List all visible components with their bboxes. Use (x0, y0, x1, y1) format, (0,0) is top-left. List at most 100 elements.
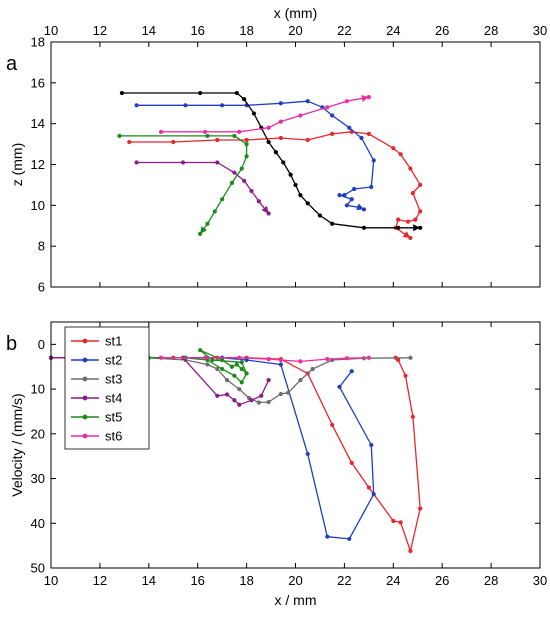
x-tick-label: 10 (44, 23, 58, 38)
data-point (210, 357, 215, 363)
data-point (366, 485, 371, 490)
data-point (305, 451, 310, 457)
data-point (366, 131, 371, 136)
data-point (229, 364, 235, 369)
legend-swatch-marker (82, 395, 88, 401)
data-point (224, 392, 230, 397)
series-st2 (134, 99, 376, 212)
data-point (325, 534, 330, 539)
x-tick-label: 28 (484, 573, 498, 588)
x-tick-label: 20 (288, 23, 302, 38)
data-point (220, 357, 225, 363)
data-point (215, 160, 220, 165)
data-point (220, 103, 225, 108)
series-st4 (134, 160, 271, 216)
data-point (239, 360, 244, 365)
legend-label: st6 (105, 429, 122, 444)
data-point (232, 398, 237, 403)
data-point (325, 105, 330, 110)
data-point (337, 384, 342, 389)
data-point (237, 402, 242, 407)
data-point (371, 492, 376, 497)
y-tick-label: 8 (38, 239, 45, 254)
data-point (410, 190, 415, 196)
x-tick-label: 12 (93, 573, 107, 588)
y-tick-label: 16 (31, 75, 45, 90)
y-axis-title: Velocity / (mm/s) (9, 393, 25, 496)
data-point (391, 518, 396, 524)
data-point (256, 400, 261, 405)
data-point (408, 166, 413, 171)
data-point (403, 373, 408, 378)
data-point (205, 133, 210, 139)
data-point (180, 160, 186, 165)
data-point (266, 125, 271, 130)
data-point (171, 139, 176, 145)
data-point (413, 217, 418, 222)
panel-a-trajectory-plot: 10 12 14 16 18 20 22 24 26 28 30 6 8 10 12 14 16 18 x (mm)… (9, 5, 547, 295)
arrowhead (361, 94, 369, 102)
data-point (398, 152, 403, 157)
data-point (232, 170, 237, 175)
series-line (136, 100, 375, 211)
x-axis-title: x / mm (275, 592, 317, 608)
data-point (244, 357, 249, 363)
data-point (349, 197, 354, 202)
data-point (281, 160, 286, 165)
series-st5 (117, 348, 249, 385)
plot-frame (50, 41, 541, 288)
y-tick-label: 18 (31, 35, 45, 50)
data-point (310, 366, 315, 372)
legend-swatch-marker (82, 376, 88, 382)
data-point (266, 378, 271, 383)
data-point (237, 386, 242, 392)
data-point (244, 371, 249, 376)
data-point (158, 129, 164, 134)
panel-a-letter: a (6, 53, 18, 75)
legend-label: st4 (105, 391, 122, 406)
data-point (259, 393, 264, 398)
data-point (344, 99, 349, 104)
series-line (119, 349, 248, 384)
y-tick-label: 50 (31, 561, 45, 576)
legend-swatch-marker (82, 414, 88, 420)
data-point (215, 393, 220, 398)
data-point (220, 366, 225, 372)
data-point (344, 356, 349, 361)
y-tick-label: 14 (31, 116, 45, 131)
data-point (158, 355, 164, 360)
y-tick-label: 20 (31, 426, 45, 441)
data-point (298, 113, 303, 118)
data-point (266, 139, 271, 145)
data-point (359, 135, 364, 141)
arrowhead (402, 231, 411, 238)
data-point (278, 119, 283, 124)
data-point (232, 373, 237, 378)
y-tick-label: 30 (31, 471, 45, 486)
legend-swatch-marker (82, 338, 88, 344)
y-tick-label: 6 (38, 280, 45, 295)
legend-label: st1 (105, 334, 122, 349)
data-point (239, 366, 244, 372)
data-point (391, 146, 396, 151)
data-point (237, 129, 242, 134)
x-tick-label: 22 (337, 573, 351, 588)
arrowhead (200, 226, 208, 234)
data-point (288, 172, 293, 177)
data-point (410, 414, 415, 419)
data-point (286, 390, 291, 395)
data-point (330, 422, 335, 427)
data-point (349, 460, 354, 465)
x-tick-label: 18 (239, 23, 253, 38)
plot-frame (50, 321, 541, 569)
y-tick-label: 40 (31, 516, 45, 531)
data-point (198, 90, 203, 96)
arrowhead (261, 205, 269, 214)
data-point (127, 139, 132, 145)
data-point (266, 357, 271, 362)
data-point (134, 103, 139, 108)
data-point (205, 362, 210, 367)
data-point (337, 193, 342, 198)
panel-b-velocity-plot: 10 12 14 16 18 20 22 24 26 28 30 0 10 20 30 40 50 x / mm V… (9, 321, 547, 608)
data-point (298, 193, 303, 198)
